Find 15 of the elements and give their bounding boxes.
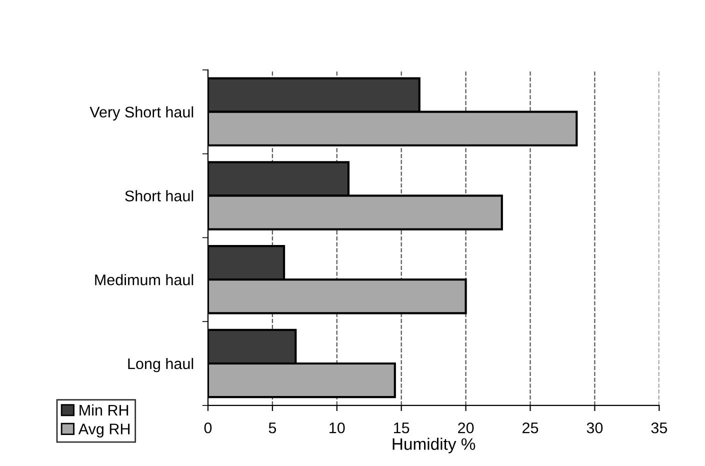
y-tick-label: Long haul — [128, 358, 194, 372]
y-tick-label: Medimum haul — [95, 274, 194, 286]
x-tick-label: 10 — [330, 422, 345, 434]
x-tick-label: 5 — [268, 422, 276, 434]
x-tick-label: 15 — [394, 422, 410, 434]
x-tick-label: 30 — [586, 422, 603, 434]
y-tick-label: Short haul — [125, 190, 194, 202]
y-tick-label: Very Short haul — [90, 106, 194, 121]
legend-label: Min RH — [80, 404, 128, 416]
x-tick-label: 25 — [522, 422, 538, 434]
x-tick-label: 20 — [458, 422, 474, 434]
x-axis-title: Humidity % — [392, 438, 476, 454]
x-tick-label: 35 — [651, 422, 668, 434]
legend-label: Avg RH — [78, 424, 130, 438]
x-tick-label: 0 — [204, 422, 212, 434]
